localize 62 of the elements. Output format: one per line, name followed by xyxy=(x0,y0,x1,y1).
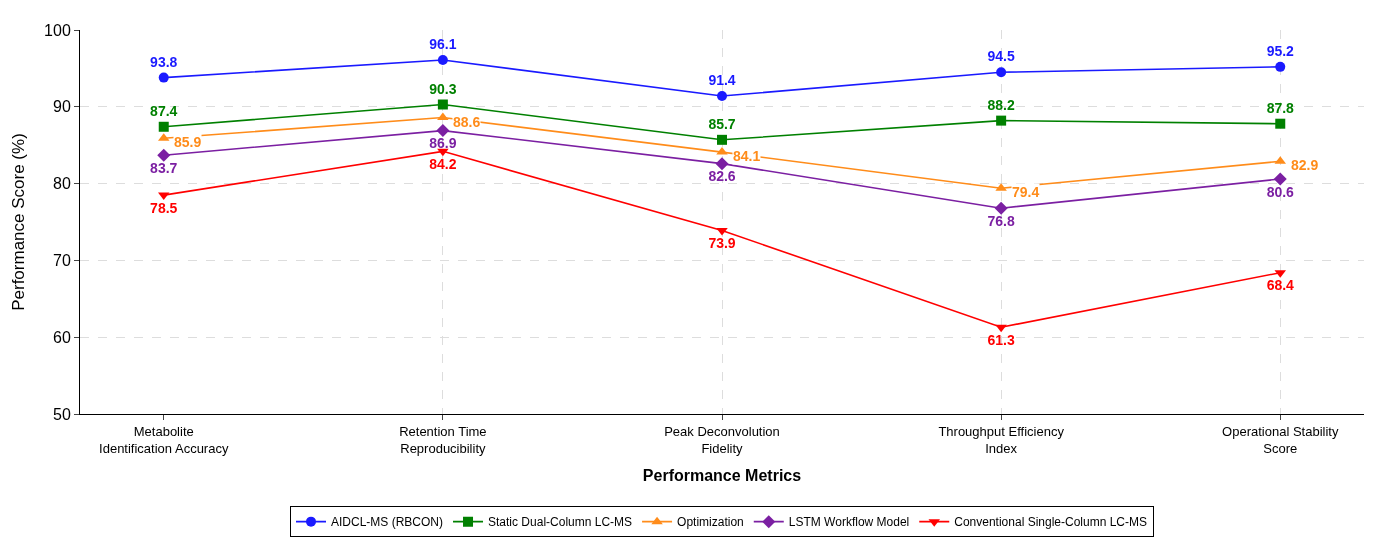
data-label: 83.7 xyxy=(150,159,178,176)
legend-label: Static Dual-Column LC-MS xyxy=(488,515,633,530)
legend-label: Conventional Single-Column LC-MS xyxy=(954,515,1148,530)
data-label: 94.5 xyxy=(987,48,1015,65)
y-axis-title: Performance Score (%) xyxy=(8,133,28,311)
point xyxy=(437,112,449,121)
y-tick-label: 70 xyxy=(53,252,71,269)
point xyxy=(996,67,1007,78)
x-tick-label: Operational Stability Score xyxy=(1222,423,1339,456)
data-label: 68.4 xyxy=(1266,277,1295,294)
data-label: 85.7 xyxy=(708,116,736,133)
data-label: 85.9 xyxy=(174,134,202,150)
point xyxy=(437,99,448,110)
x-tick-label: Retention Time Reproducibility xyxy=(399,423,487,456)
data-label: 95.2 xyxy=(1266,43,1295,60)
x-axis-title: Performance Metrics xyxy=(642,467,802,485)
point xyxy=(1275,118,1286,129)
x-tick-label: Peak Deconvolution Fidelity xyxy=(664,423,780,456)
legend-label: LSTM Workflow Model xyxy=(788,515,910,530)
data-label: 76.8 xyxy=(987,212,1015,229)
point xyxy=(437,148,449,157)
data-label: 78.5 xyxy=(150,199,178,216)
y-tick-label: 60 xyxy=(53,328,71,346)
y-tick-label: 50 xyxy=(53,405,71,423)
legend-label: AIDCL-MS (RBCON) xyxy=(331,515,444,530)
data-label: 84.2 xyxy=(429,156,457,173)
point xyxy=(157,148,171,162)
point xyxy=(158,72,169,83)
data-label: 96.1 xyxy=(429,36,457,53)
data-label: 82.6 xyxy=(708,168,736,185)
point xyxy=(1275,61,1286,72)
data-label: 79.4 xyxy=(1012,184,1040,200)
data-label: 93.8 xyxy=(150,53,178,70)
y-tick-label: 90 xyxy=(53,98,71,116)
data-label: 80.6 xyxy=(1266,183,1295,200)
data-label: 82.9 xyxy=(1291,157,1319,173)
point xyxy=(716,227,728,236)
data-label: 90.3 xyxy=(429,80,457,97)
x-tick-label: Throughput Efficiency Index xyxy=(938,423,1065,456)
data-label: 84.1 xyxy=(733,148,761,164)
legend-label: Optimization xyxy=(677,515,744,530)
data-label: 91.4 xyxy=(708,72,736,89)
point xyxy=(995,324,1007,333)
point xyxy=(436,124,450,138)
point xyxy=(715,157,729,171)
data-label: 61.3 xyxy=(987,331,1015,348)
point xyxy=(717,134,727,145)
x-tick-label: Metabolite Identification Accuracy xyxy=(99,423,229,456)
point xyxy=(437,54,448,65)
point xyxy=(1273,172,1287,186)
data-label: 87.8 xyxy=(1266,99,1295,116)
data-label: 88.6 xyxy=(453,114,481,130)
point xyxy=(717,91,727,102)
point xyxy=(158,121,169,132)
data-label: 88.2 xyxy=(987,96,1015,113)
point xyxy=(994,201,1008,215)
data-label: 73.9 xyxy=(708,235,736,252)
data-label: 86.9 xyxy=(429,135,457,152)
data-label: 87.4 xyxy=(150,103,178,120)
y-tick-label: 100 xyxy=(44,21,71,39)
point xyxy=(996,115,1007,126)
y-tick-label: 80 xyxy=(53,175,71,193)
